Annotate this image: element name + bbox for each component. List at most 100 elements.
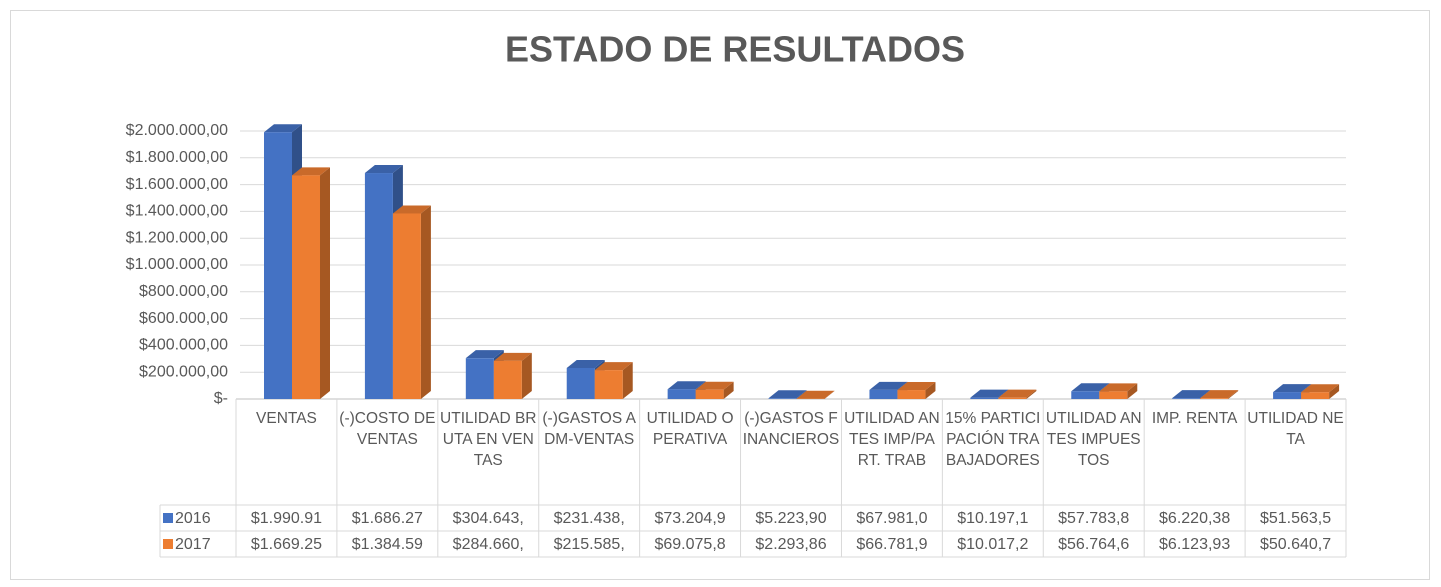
x-tick-label: UTILIDAD ANTES IMP/PART. TRAB bbox=[844, 410, 940, 469]
category-cell: (-)COSTO DE VENTAS bbox=[339, 410, 436, 448]
bar-side bbox=[925, 382, 936, 399]
bar-top bbox=[1099, 383, 1138, 392]
bar-top bbox=[1200, 390, 1239, 399]
value-label: $1.669.25 bbox=[251, 536, 322, 553]
y-tick-label: $1.600.000,00 bbox=[126, 176, 228, 193]
bar-side bbox=[723, 381, 734, 399]
bar-side bbox=[420, 205, 431, 399]
bar-top bbox=[1172, 390, 1211, 399]
x-tick-label: UTILIDAD ANTES IMPUESTOS bbox=[1045, 410, 1142, 469]
x-tick-label: IMP. RENTA bbox=[1151, 410, 1238, 427]
value-label: $10.017,2 bbox=[957, 536, 1028, 553]
value-label: $2.293,86 bbox=[755, 536, 826, 553]
bar-top bbox=[465, 350, 504, 359]
category-cell: VENTAS bbox=[256, 410, 317, 427]
value-label: $6.220,38 bbox=[1159, 510, 1230, 527]
bar-top bbox=[1301, 384, 1340, 393]
bar-top bbox=[869, 381, 908, 390]
bar bbox=[768, 398, 797, 399]
y-tick-label: $2.000.000,00 bbox=[126, 122, 228, 139]
legend-label: 2017 bbox=[175, 536, 211, 553]
value-label: $6.123,93 bbox=[1159, 536, 1230, 553]
bar-top bbox=[970, 389, 1009, 398]
category-cell: (-)GASTOS FINANCIEROS bbox=[742, 410, 840, 448]
value-label: $215.585, bbox=[554, 536, 625, 553]
legend-label: 2016 bbox=[175, 510, 211, 527]
x-tick-label: (-)GASTOS FINANCIEROS bbox=[742, 410, 840, 448]
bar-top bbox=[998, 389, 1037, 398]
bar-side bbox=[521, 352, 532, 399]
bar-top bbox=[364, 165, 403, 174]
category-cell: UTILIDAD NETA bbox=[1247, 410, 1344, 448]
value-label: $231.438, bbox=[554, 510, 625, 527]
category-cell: (-)GASTOS ADM-VENTAS bbox=[542, 410, 636, 448]
chart-title: ESTADO DE RESULTADOS bbox=[505, 29, 965, 70]
bar bbox=[970, 397, 999, 399]
bar-top bbox=[594, 362, 633, 371]
category-cell: IMP. RENTA bbox=[1151, 410, 1238, 427]
value-label: $50.640,7 bbox=[1260, 536, 1331, 553]
bar-top bbox=[1273, 384, 1312, 393]
x-tick-label: UTILIDAD NETA bbox=[1247, 410, 1344, 448]
x-tick-label: UTILIDAD OPERATIVA bbox=[646, 410, 734, 448]
y-tick-label: $1.400.000,00 bbox=[126, 203, 228, 220]
bar-side bbox=[622, 362, 633, 399]
x-tick-label: (-)COSTO DE VENTAS bbox=[339, 410, 436, 448]
bar bbox=[998, 397, 1027, 399]
bar bbox=[465, 358, 494, 399]
bar bbox=[667, 389, 696, 399]
bar-top bbox=[1071, 383, 1110, 392]
bar-side bbox=[1228, 390, 1239, 399]
bar bbox=[1071, 391, 1100, 399]
y-tick-label: $200.000,00 bbox=[139, 363, 228, 380]
category-cell: 15% PARTICIPACIÓN TRABAJADORES bbox=[945, 410, 1041, 469]
y-tick-label: $400.000,00 bbox=[139, 337, 228, 354]
bar bbox=[292, 175, 320, 399]
bar-side bbox=[1127, 383, 1138, 399]
y-tick-label: $1.000.000,00 bbox=[126, 256, 228, 273]
bar-side bbox=[320, 167, 330, 399]
x-tick-label: VENTAS bbox=[256, 410, 317, 427]
chart-border bbox=[10, 10, 1430, 580]
value-label: $5.223,90 bbox=[755, 510, 826, 527]
y-tick-label: $1.200.000,00 bbox=[126, 229, 228, 246]
bar bbox=[264, 132, 292, 399]
bar-top bbox=[292, 167, 330, 176]
category-cell: UTILIDAD OPERATIVA bbox=[646, 410, 734, 448]
value-label: $51.563,5 bbox=[1260, 510, 1331, 527]
y-tick-label: $600.000,00 bbox=[139, 310, 228, 327]
y-tick-label: $800.000,00 bbox=[139, 283, 228, 300]
value-label: $284.660, bbox=[453, 536, 524, 553]
bar bbox=[1273, 392, 1302, 399]
bar-top bbox=[392, 205, 431, 214]
value-label: $66.781,9 bbox=[856, 536, 927, 553]
bar bbox=[493, 360, 522, 399]
bar bbox=[1172, 398, 1201, 399]
category-cell: UTILIDAD ANTES IMPUESTOS bbox=[1045, 410, 1142, 469]
bar bbox=[695, 389, 724, 399]
value-label: $73.204,9 bbox=[654, 510, 725, 527]
x-tick-label: (-)GASTOS ADM-VENTAS bbox=[542, 410, 636, 448]
value-label: $1.384.59 bbox=[352, 536, 423, 553]
value-label: $69.075,8 bbox=[654, 536, 725, 553]
value-label: $67.981,0 bbox=[856, 510, 927, 527]
bar bbox=[1301, 392, 1330, 399]
y-tick-label: $1.800.000,00 bbox=[126, 149, 228, 166]
bar-top bbox=[768, 390, 807, 399]
value-label: $57.783,8 bbox=[1058, 510, 1129, 527]
bar bbox=[594, 370, 623, 399]
x-tick-label: 15% PARTICIPACIÓN TRABAJADORES bbox=[945, 410, 1041, 469]
category-cell: UTILIDAD BRUTA EN VENTAS bbox=[440, 410, 537, 469]
bar-top bbox=[695, 381, 734, 390]
bar-top bbox=[566, 359, 605, 368]
bar-side bbox=[824, 390, 835, 399]
value-label: $304.643, bbox=[453, 510, 524, 527]
x-tick-label: UTILIDAD BRUTA EN VENTAS bbox=[440, 410, 537, 469]
value-label: $1.686.27 bbox=[352, 510, 423, 527]
bar-top bbox=[264, 124, 302, 133]
legend-swatch bbox=[163, 513, 173, 523]
bar bbox=[364, 173, 393, 399]
category-cell: UTILIDAD ANTES IMP/PART. TRAB bbox=[844, 410, 940, 469]
bar bbox=[392, 213, 421, 399]
